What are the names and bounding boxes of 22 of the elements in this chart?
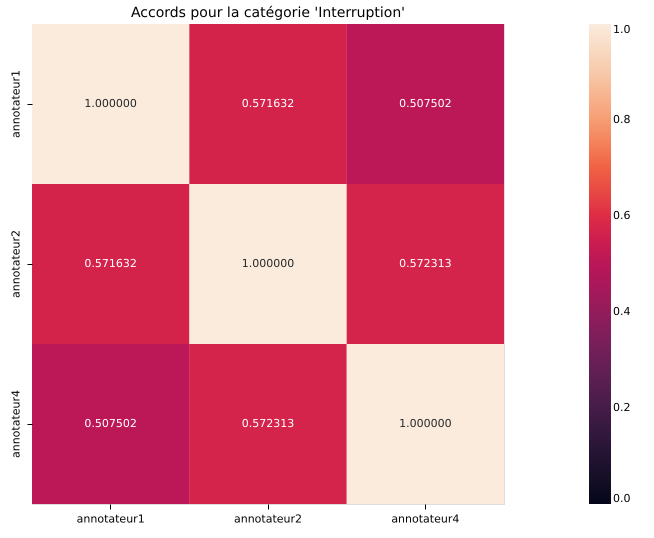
y-tick-label: annotateur4: [10, 390, 22, 458]
x-tick-label: annotateur2: [234, 512, 302, 526]
color-bar-label: 0.4: [613, 305, 630, 318]
color-bar-label: 0.6: [613, 209, 630, 222]
color-bar-label: 0.8: [613, 113, 630, 126]
data-label: 1.000000: [242, 257, 294, 270]
data-label: 0.571632: [84, 257, 137, 270]
data-label: 1.000000: [84, 97, 137, 110]
y-tick-label: annotateur1: [10, 70, 22, 138]
data-label: 0.572313: [399, 257, 452, 270]
chart-title: Accords pour la catégorie 'Interruption': [130, 5, 406, 21]
data-label: 1.000000: [399, 417, 452, 430]
y-tick-label: annotateur2: [10, 230, 22, 298]
data-label: 0.572313: [242, 417, 294, 430]
color-bar-label: 0.0: [613, 492, 630, 505]
data-label: 0.507502: [84, 417, 137, 430]
color-bar-label: 1.0: [613, 23, 630, 36]
x-tick-label: annotateur1: [76, 512, 145, 526]
data-label: 0.507502: [399, 97, 452, 110]
color-bar-label: 0.2: [613, 401, 630, 414]
data-label: 0.571632: [242, 97, 294, 110]
x-tick-label: annotateur4: [391, 512, 460, 526]
